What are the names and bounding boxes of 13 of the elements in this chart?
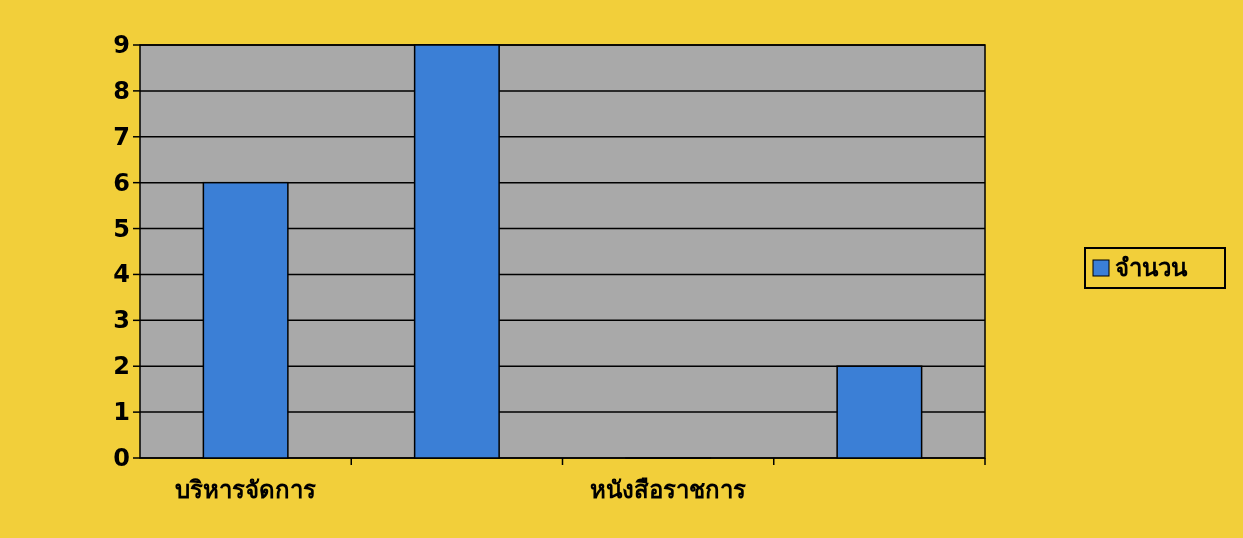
y-tick-label: 2 [113,352,130,381]
y-tick-label: 7 [113,122,130,151]
y-tick-label: 9 [113,31,130,59]
legend-label: จำนวน [1115,254,1188,282]
y-tick-label: 6 [113,168,130,197]
y-tick-label: 5 [113,214,130,243]
y-tick-label: 1 [113,398,130,427]
y-tick-label: 4 [113,260,130,289]
y-tick-label: 0 [113,444,130,472]
y-tick-label: 3 [113,306,130,335]
x-tick-label: หนังสือราชการ [590,476,747,504]
x-tick-label: บริหารจัดการ [175,476,317,504]
y-tick-label: 8 [113,76,130,105]
